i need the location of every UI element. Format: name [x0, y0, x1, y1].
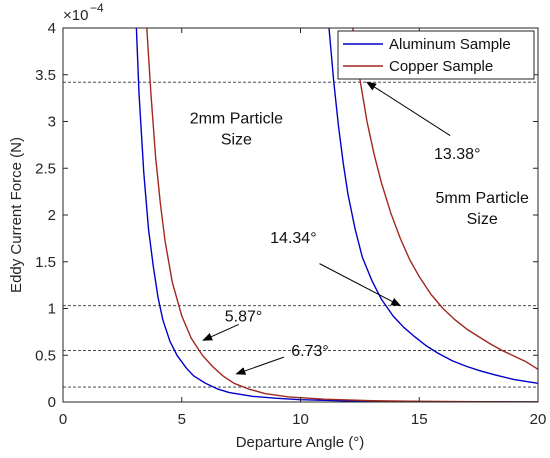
aluminum-series-line-2mm: [135, 28, 538, 402]
y-multiplier-base: ×10: [63, 7, 88, 24]
y-axis-ticks: 0 0.5 1 1.5 2 2.5 3 3.5 4: [35, 20, 538, 411]
x-tick-label: 20: [530, 411, 547, 428]
y-tick-label: 3: [48, 114, 56, 131]
copper-series-line-5mm: [352, 28, 538, 370]
annotation-text: 14.34°: [270, 230, 316, 247]
annotation-text: 5.87°: [225, 309, 263, 326]
y-tick-label: 3.5: [35, 67, 56, 84]
legend-label: Aluminum Sample: [389, 36, 511, 53]
x-tick-label: 0: [59, 411, 67, 428]
annotation-line: 6.73°: [291, 343, 329, 360]
legend-box: [337, 30, 535, 80]
annotation-text: 2mm Particle Size: [190, 110, 283, 148]
y-multiplier: ×10 −4: [63, 1, 104, 24]
x-tick-label: 15: [411, 411, 428, 428]
annotation-text: 5mm Particle Size: [436, 190, 529, 228]
y-tick-label: 4: [48, 20, 56, 37]
annotation-arrow: [366, 81, 451, 136]
annotation-arrow: [235, 356, 285, 375]
plot-area: [63, 28, 538, 402]
reference-lines: [63, 81, 538, 388]
y-axis-label: Eddy Current Force (N): [8, 137, 25, 293]
y-tick-label: 0.5: [35, 347, 56, 364]
y-tick-label: 2.5: [35, 160, 56, 177]
y-tick-label: 1.5: [35, 254, 56, 271]
annotation-text: 6.73°: [291, 343, 329, 360]
x-axis-ticks: 0 5 10 15 20: [59, 28, 547, 428]
x-tick-label: 5: [178, 411, 186, 428]
y-multiplier-exponent: −4: [90, 1, 104, 15]
series-layer: [135, 28, 538, 402]
aluminum-series-line-5mm: [328, 28, 538, 384]
annotations: 2mm Particle Size 5mm Particle Size 13.38° 14…: [190, 81, 529, 375]
annotation-arrow: [319, 263, 402, 307]
y-tick-label: 2: [48, 207, 56, 224]
annotation-line: 2mm Particle: [190, 110, 283, 127]
annotation-line: 5.87°: [225, 309, 263, 326]
x-axis-label: Departure Angle (°): [236, 434, 365, 451]
annotation-line: 13.38°: [434, 146, 480, 163]
legend-label: Copper Sample: [389, 58, 493, 75]
legend: Aluminum Sample Copper Sample: [337, 30, 535, 80]
y-tick-label: 1: [48, 301, 56, 318]
copper-series-line-2mm: [146, 28, 538, 402]
annotation-line: Size: [467, 211, 498, 228]
annotation-line: 5mm Particle: [436, 190, 529, 207]
annotation-line: Size: [221, 131, 252, 148]
y-tick-label: 0: [48, 394, 56, 411]
annotation-text: 13.38°: [434, 146, 480, 163]
x-tick-label: 10: [292, 411, 309, 428]
annotation-line: 14.34°: [270, 230, 316, 247]
annotation-arrow: [202, 323, 239, 341]
